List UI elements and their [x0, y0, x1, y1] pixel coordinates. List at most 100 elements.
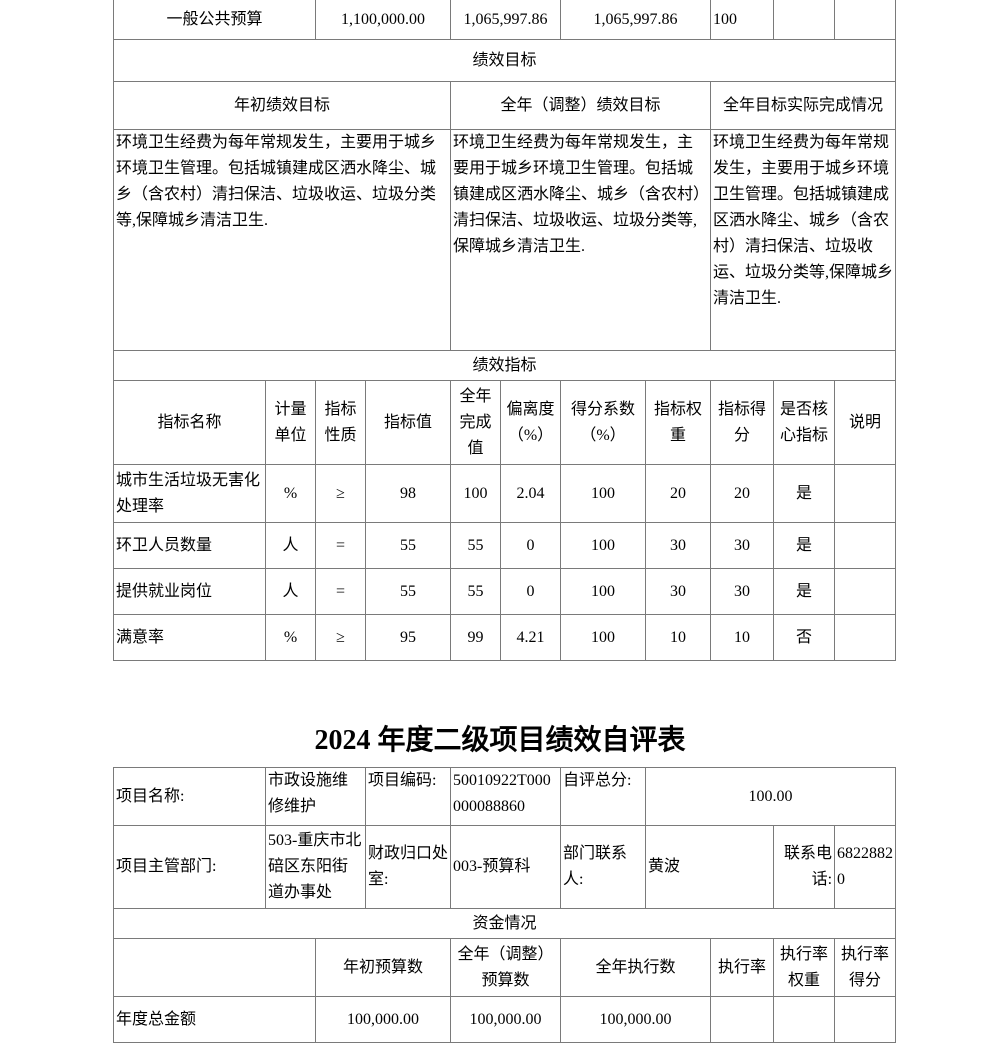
label: 项目主管部门: [113, 825, 266, 909]
indicator-header: 计量单位 [264, 380, 317, 465]
cell: 是 [773, 568, 836, 615]
cell: 1,065,997.86 [560, 0, 712, 40]
cell: 55 [450, 522, 502, 569]
label: 自评总分: [560, 767, 647, 826]
cell: % [264, 464, 317, 523]
section-title: 绩效指标 [112, 350, 897, 381]
goal-header: 年初绩效目标 [112, 81, 452, 130]
indicator-header: 是否核心指标 [773, 380, 836, 465]
cell: 30 [710, 522, 775, 569]
indicator-header: 得分系数（%） [560, 380, 647, 465]
budget-row: 一般公共预算 1,100,000.00 1,065,997.86 1,065,9… [112, 0, 897, 40]
indicator-header: 指标得分 [710, 380, 775, 465]
cell: 100,000.00 [560, 996, 712, 1043]
cell: 人 [264, 522, 317, 569]
indicator-row: 满意率% ≥95 99 4.21 100 10 10 否 [113, 614, 897, 661]
funds-header: 执行率权重 [773, 938, 836, 997]
cell [773, 996, 836, 1043]
indicator-header: 全年完成值 [450, 380, 502, 465]
cell: 100,000.00 [314, 996, 452, 1043]
cell [113, 938, 316, 997]
cell: 100,000.00 [450, 996, 562, 1043]
indicator-row: 环卫人员数量人 = 55 55 0 100 30 30 是 [113, 522, 897, 569]
label: 部门联系人: [560, 825, 647, 909]
cell: 0 [500, 522, 562, 569]
cell: 95 [365, 614, 452, 661]
phone: 68228820 [834, 825, 897, 909]
indicator-header: 指标性质 [315, 380, 367, 465]
cell [834, 996, 897, 1043]
cell: 年度总金额 [113, 996, 316, 1043]
cell: 一般公共预算 [112, 0, 317, 40]
cell: 4.21 [500, 614, 562, 661]
cell: 是 [773, 464, 836, 523]
cell [834, 614, 897, 661]
cell [834, 568, 897, 615]
cell: 环卫人员数量 [113, 522, 266, 569]
contact: 黄波 [645, 825, 775, 909]
cell: 满意率 [113, 614, 266, 661]
funds-header: 年初预算数 [314, 938, 452, 997]
cell [834, 0, 897, 40]
cell: 100 [560, 568, 647, 615]
indicator-header: 指标值 [365, 380, 452, 465]
indicator-header: 指标权重 [645, 380, 712, 465]
cell: 1,100,000.00 [315, 0, 452, 40]
cell: 30 [710, 568, 775, 615]
cell: % [264, 614, 317, 661]
goal-text: 环境卫生经费为每年常规发生，主要用于城乡环境卫生管理。包括城镇建成区洒水降尘、城… [450, 129, 712, 351]
label: 项目名称: [113, 767, 266, 826]
cell: 20 [710, 464, 775, 523]
funds-header: 全年执行数 [560, 938, 712, 997]
cell: 100 [710, 0, 775, 40]
cell: 99 [450, 614, 502, 661]
section-title: 资金情况 [112, 908, 897, 939]
cell: ≥ [315, 464, 367, 523]
cell: 2.04 [500, 464, 562, 523]
label: 财政归口处室: [365, 825, 452, 909]
page-title: 2024 年度二级项目绩效自评表 [314, 725, 686, 756]
cell: ≥ [315, 614, 367, 661]
cell: 100 [560, 614, 647, 661]
cell: 10 [645, 614, 712, 661]
label: 联系电话: [773, 825, 836, 909]
section-title: 绩效目标 [112, 39, 897, 82]
goal-text: 环境卫生经费为每年常规发生，主要用于城乡环境卫生管理。包括城镇建成区洒水降尘、城… [112, 129, 452, 351]
indicator-row: 提供就业岗位人 = 55 55 0 100 30 30 是 [113, 568, 897, 615]
project-info-table: 项目名称: 市政设施维修维护 项目编码: 50010922T0000000888… [112, 767, 897, 1043]
indicator-header: 说明 [834, 380, 897, 465]
cell: = [315, 568, 367, 615]
cell: 10 [710, 614, 775, 661]
cell [773, 0, 836, 40]
project-code: 50010922T000000088860 [450, 767, 562, 826]
dept: 503-重庆市北碚区东阳街道办事处 [264, 825, 367, 909]
indicator-header: 指标名称 [113, 380, 266, 465]
funds-header: 执行率 [710, 938, 775, 997]
cell: 55 [365, 522, 452, 569]
cell: 100 [560, 522, 647, 569]
cell: 98 [365, 464, 452, 523]
cell: 城市生活垃圾无害化处理率 [113, 464, 266, 523]
funds-header: 执行率得分 [834, 938, 897, 997]
project-name: 市政设施维修维护 [264, 767, 367, 826]
cell [834, 464, 897, 523]
cell: 提供就业岗位 [113, 568, 266, 615]
indicator-header-row: 指标名称 计量单位 指标性质 指标值 全年完成值 偏离度（%） 得分系数（%） 指标权重 指标得… [113, 380, 897, 465]
cell: 100 [450, 464, 502, 523]
cell: 55 [450, 568, 502, 615]
cell: 30 [645, 568, 712, 615]
cell: 否 [773, 614, 836, 661]
cell: 20 [645, 464, 712, 523]
cell [710, 996, 775, 1043]
cell [834, 522, 897, 569]
cell: 是 [773, 522, 836, 569]
cell: 0 [500, 568, 562, 615]
cell: 人 [264, 568, 317, 615]
indicator-row: 城市生活垃圾无害化处理率% ≥98 100 2.04 100 20 20 是 [113, 464, 897, 523]
goal-header: 全年目标实际完成情况 [710, 81, 897, 130]
funds-header: 全年（调整）预算数 [450, 938, 562, 997]
cell: = [315, 522, 367, 569]
finance-office: 003-预算科 [450, 825, 562, 909]
cell: 1,065,997.86 [450, 0, 562, 40]
cell: 100 [560, 464, 647, 523]
